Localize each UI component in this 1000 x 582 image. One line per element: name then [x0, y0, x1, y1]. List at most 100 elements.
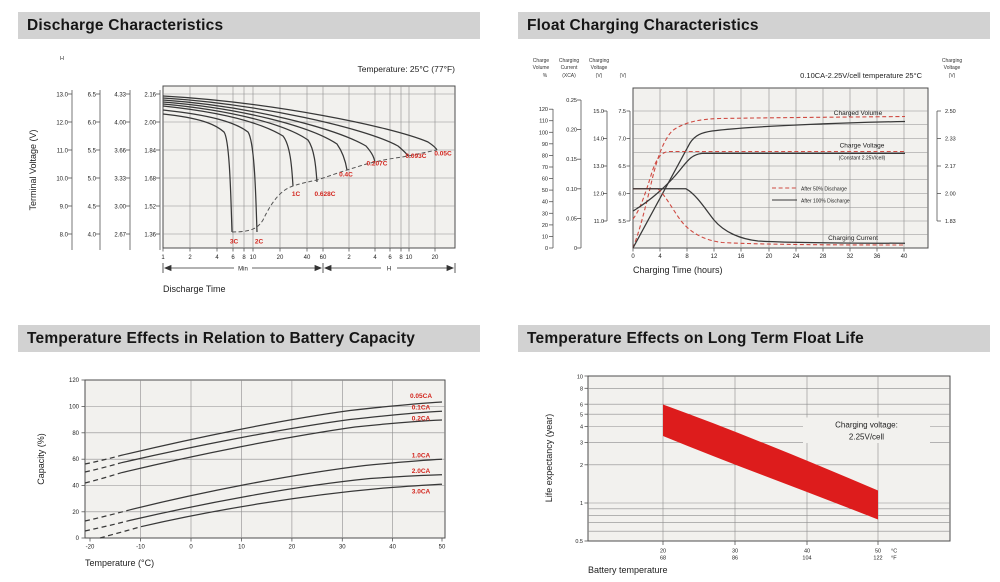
grid-lines: [588, 376, 950, 541]
curve-label: 2.0CA: [412, 468, 431, 475]
tick-label: 0: [76, 536, 80, 542]
tick-label: 40: [389, 545, 396, 551]
tick-label: 110: [539, 119, 548, 125]
tick-label-celsius: 50: [875, 549, 881, 555]
tick-label: 4.33: [114, 93, 126, 99]
tick-label: 8.0: [60, 233, 69, 239]
tick-label: 1: [161, 255, 165, 261]
tick-label: 2.50: [945, 109, 956, 115]
tick-label: 60: [320, 255, 327, 261]
tick-label-fahrenheit: 86: [732, 556, 738, 562]
minutes-range-label: Min: [238, 267, 248, 273]
note-backdrop: [803, 417, 930, 443]
axis-header-charging-voltage-right: Charging Voltage: [941, 58, 963, 71]
charging-current-50-curve: [657, 188, 906, 246]
y-tick-labels: 10 8 6 5 4 3 2 1 0.5: [575, 375, 583, 546]
tick-label: 1.84: [144, 149, 156, 155]
tick-label: 10: [577, 375, 583, 381]
tick-label: 7.0: [618, 137, 626, 143]
tick-label: 2: [347, 255, 351, 261]
tick-label: 1: [580, 501, 583, 507]
time-unit-range-arrows: [162, 263, 456, 273]
axis-unit-v6: (V): [619, 73, 627, 79]
axis-header-charging-voltage: Charging Voltage: [588, 58, 610, 71]
tick-label: 70: [542, 165, 548, 171]
constant-voltage-label: (Constant 2.25V/cell): [839, 156, 886, 162]
tick-label: 7.5: [618, 109, 626, 115]
tick-label: 3.33: [114, 177, 126, 183]
capacity-temperature-chart: 120 100 80 60 40 20 0 -20 -10 0 10 20 30 40 50 Capaci…: [36, 378, 446, 568]
y-axis-title: Capacity (%): [36, 433, 46, 485]
tick-label: 4: [373, 255, 377, 261]
x-tick-labels: -20 -10 0 10 20 30 40 50: [86, 545, 446, 551]
curve-label: 0.2CA: [412, 416, 431, 423]
tick-label: 20: [72, 510, 79, 516]
tick-label: 10.0: [56, 177, 68, 183]
legend-label-100: After 100% Discharge: [801, 199, 850, 205]
tick-label: 20: [766, 254, 773, 260]
charging-current-label: Charging Current: [828, 235, 878, 242]
rate-labels: 0.05CA 0.1CA 0.2CA 1.0CA 2.0CA 3.0CA: [410, 393, 432, 496]
tick-label: 10: [406, 255, 413, 261]
life-expectancy-band: [663, 404, 878, 520]
tick-label: 40: [72, 484, 79, 490]
tick-label: 0.20: [566, 128, 577, 134]
tick-label: 0.5: [575, 539, 583, 545]
tick-label: 6.0: [618, 192, 626, 198]
section-title: Temperature Effects on Long Term Float L…: [527, 329, 865, 347]
charge-voltage-label: Charge Voltage: [840, 143, 885, 150]
fahrenheit-unit-label: °F: [891, 556, 897, 562]
curve-label: 3.0CA: [412, 489, 431, 496]
float-life-chart: Charging voltage: 2.25V/cell 1086543210.…: [544, 375, 951, 575]
charged-volume-label: Charged Volume: [834, 110, 883, 117]
tick-label: -10: [136, 545, 145, 551]
curve-label: 0.4C: [339, 172, 353, 179]
axis-brackets: [549, 99, 941, 252]
tick-label: 90: [542, 142, 548, 148]
tick-label: 100: [69, 405, 80, 411]
tick-label-fahrenheit: 68: [660, 556, 666, 562]
curve-label: 0.093C: [406, 153, 427, 160]
tick-label: 4.5: [88, 205, 97, 211]
axis-header-charging-current: Charging Current: [558, 58, 580, 71]
legend: After 50% Discharge After 100% Discharge: [772, 187, 850, 205]
tick-label: 8: [242, 255, 246, 261]
tick-label: 1.83: [945, 219, 956, 225]
grid-lines: [163, 86, 455, 248]
tick-label: 12: [711, 254, 718, 260]
tick-label: 32: [847, 254, 854, 260]
curve-label: 2C: [255, 239, 264, 246]
tick-label: 120: [69, 378, 80, 384]
tick-label: 2.00: [945, 192, 956, 198]
section-title-bar-float-life: Temperature Effects on Long Term Float L…: [518, 325, 990, 352]
tick-label: 36: [874, 254, 881, 260]
tick-label: 4.0: [88, 233, 97, 239]
plot-area: [162, 85, 456, 249]
tick-label: 5.5: [618, 219, 626, 225]
voltage2-right-tick-labels: 2.50 2.33 2.17 2.00 1.83: [945, 109, 956, 225]
tick-label: 12.0: [56, 121, 68, 127]
tick-label: 40: [542, 200, 548, 206]
tick-label: 0: [574, 246, 577, 252]
tick-label-celsius: 20: [660, 549, 666, 555]
curve-label: 3C: [230, 239, 239, 246]
tick-label-fahrenheit: 122: [873, 556, 882, 562]
tick-label: 6: [388, 255, 392, 261]
battery-scale-header-12v: H: [60, 56, 64, 62]
section-title-bar-capacity: Temperature Effects in Relation to Batte…: [18, 325, 480, 352]
tick-label: 10: [250, 255, 257, 261]
curve-label: 0.207C: [367, 161, 388, 168]
charge-voltage-50-curve: [632, 150, 905, 220]
charging-current-100-curve: [633, 188, 906, 244]
current-tick-labels: 0.25 0.20 0.15 0.10 0.05 0: [566, 98, 577, 252]
tick-label: -20: [86, 545, 95, 551]
tick-label: 20: [277, 255, 284, 261]
curve-label: 0.05CA: [410, 393, 432, 400]
axis-unit-v12: (V): [595, 73, 603, 79]
x-tick-labels: 1 2 4 6 8 10 20 40 60 2 4 6 8 10 20: [161, 255, 439, 261]
y-tick-labels-4v: 4.33 4.00 3.66 3.33 3.00 2.67: [114, 93, 126, 239]
tick-label: 0: [545, 246, 548, 252]
charging-voltage-note-line2: 2.25V/cell: [849, 433, 884, 442]
